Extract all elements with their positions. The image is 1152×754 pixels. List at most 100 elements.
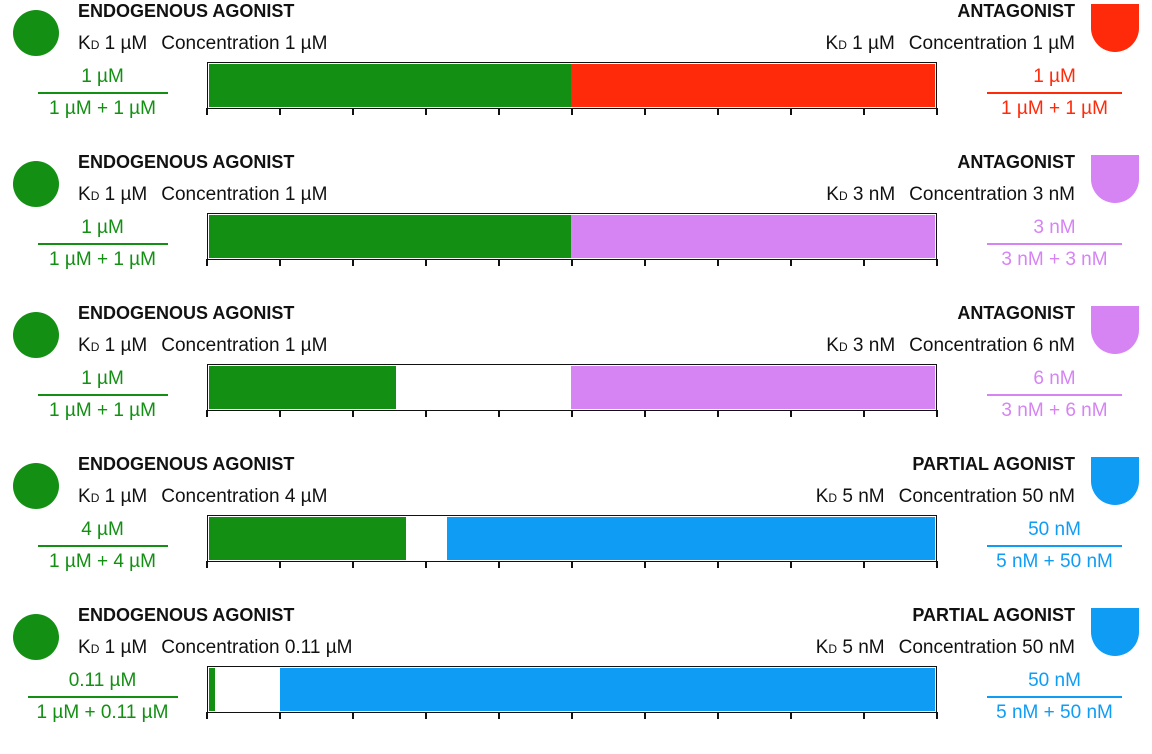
- receptor-panel-2: ENDOGENOUS AGONIST KD 1 µM Concentration …: [0, 151, 1152, 301]
- occupancy-bar: [207, 62, 937, 109]
- axis-tick: [352, 561, 354, 568]
- axis-tick: [571, 712, 573, 719]
- blue-shield-icon: [1091, 608, 1139, 656]
- axis-tick: [790, 410, 792, 417]
- axis-tick: [425, 561, 427, 568]
- right-ligand-params: KD 5 nM Concentration 50 nM: [815, 486, 1075, 507]
- left-occupancy-fill: [209, 517, 406, 560]
- occupancy-bar: [207, 364, 937, 411]
- axis-tick: [717, 712, 719, 719]
- occupancy-axis: [206, 259, 938, 267]
- left-ligand-params: KD 1 µM Concentration 4 µM: [78, 486, 328, 507]
- axis-tick: [279, 410, 281, 417]
- axis-tick: [352, 712, 354, 719]
- axis-tick: [571, 259, 573, 266]
- left-ligand-params: KD 1 µM Concentration 1 µM: [78, 33, 328, 54]
- right-ligand-title: ANTAGONIST: [957, 303, 1075, 323]
- occupancy-bar: [207, 213, 937, 260]
- right-ligand-params: KD 5 nM Concentration 50 nM: [815, 637, 1075, 658]
- right-occupancy-fill: [571, 366, 935, 409]
- receptor-panel-5: ENDOGENOUS AGONIST KD 1 µM Concentration …: [0, 604, 1152, 754]
- left-ligand-title: ENDOGENOUS AGONIST: [78, 605, 295, 625]
- axis-tick: [644, 259, 646, 266]
- axis-tick: [498, 561, 500, 568]
- green-circle-icon: [13, 10, 59, 56]
- occupancy-bar: [207, 666, 937, 713]
- axis-tick: [936, 712, 938, 719]
- axis-tick: [206, 561, 208, 568]
- axis-tick: [571, 108, 573, 115]
- green-circle-icon: [13, 614, 59, 660]
- axis-tick: [717, 410, 719, 417]
- axis-tick: [279, 259, 281, 266]
- axis-tick: [571, 410, 573, 417]
- green-circle-icon: [13, 463, 59, 509]
- right-ligand-params: KD 3 nM Concentration 3 nM: [826, 184, 1075, 205]
- axis-tick: [498, 108, 500, 115]
- right-occupancy-fraction: 50 nM 5 nM + 50 nM: [957, 669, 1152, 725]
- axis-tick: [352, 259, 354, 266]
- left-occupancy-fraction: 1 µM 1 µM + 1 µM: [0, 367, 205, 423]
- axis-tick: [498, 712, 500, 719]
- left-occupancy-fraction: 1 µM 1 µM + 1 µM: [0, 65, 205, 121]
- axis-tick: [206, 410, 208, 417]
- axis-tick: [936, 259, 938, 266]
- axis-tick: [863, 108, 865, 115]
- left-ligand-params: KD 1 µM Concentration 0.11 µM: [78, 637, 353, 658]
- axis-tick: [717, 108, 719, 115]
- axis-tick: [936, 561, 938, 568]
- blue-shield-icon: [1091, 457, 1139, 505]
- axis-tick: [790, 108, 792, 115]
- axis-tick: [206, 712, 208, 719]
- axis-tick: [863, 410, 865, 417]
- green-circle-icon: [13, 161, 59, 207]
- axis-tick: [936, 410, 938, 417]
- left-ligand-params: KD 1 µM Concentration 1 µM: [78, 335, 328, 356]
- right-occupancy-fill: [447, 517, 935, 560]
- right-occupancy-fill: [279, 668, 935, 711]
- axis-tick: [352, 108, 354, 115]
- axis-tick: [790, 712, 792, 719]
- left-ligand-title: ENDOGENOUS AGONIST: [78, 303, 295, 323]
- right-ligand-params: KD 3 nM Concentration 6 nM: [826, 335, 1075, 356]
- red-shield-icon: [1091, 4, 1139, 52]
- axis-tick: [206, 108, 208, 115]
- axis-tick: [644, 108, 646, 115]
- axis-tick: [717, 561, 719, 568]
- left-ligand-title: ENDOGENOUS AGONIST: [78, 454, 295, 474]
- axis-tick: [644, 410, 646, 417]
- axis-tick: [352, 410, 354, 417]
- left-occupancy-fraction: 4 µM 1 µM + 4 µM: [0, 518, 205, 574]
- axis-tick: [936, 108, 938, 115]
- right-occupancy-fraction: 3 nM 3 nM + 3 nM: [957, 216, 1152, 272]
- occupancy-axis: [206, 712, 938, 720]
- axis-tick: [717, 259, 719, 266]
- left-occupancy-fill: [209, 215, 573, 258]
- right-ligand-title: ANTAGONIST: [957, 152, 1075, 172]
- axis-tick: [425, 410, 427, 417]
- left-occupancy-fill: [209, 668, 215, 711]
- receptor-panel-4: ENDOGENOUS AGONIST KD 1 µM Concentration …: [0, 453, 1152, 603]
- right-ligand-title: PARTIAL AGONIST: [912, 605, 1075, 625]
- left-occupancy-fraction: 1 µM 1 µM + 1 µM: [0, 216, 205, 272]
- left-occupancy-fraction: 0.11 µM 1 µM + 0.11 µM: [0, 669, 205, 725]
- violet-shield-icon: [1091, 306, 1139, 354]
- right-ligand-title: PARTIAL AGONIST: [912, 454, 1075, 474]
- right-ligand-title: ANTAGONIST: [957, 1, 1075, 21]
- left-occupancy-fill: [209, 64, 573, 107]
- occupancy-axis: [206, 561, 938, 569]
- axis-tick: [279, 712, 281, 719]
- left-occupancy-fill: [209, 366, 397, 409]
- axis-tick: [425, 108, 427, 115]
- axis-tick: [644, 712, 646, 719]
- axis-tick: [498, 259, 500, 266]
- axis-tick: [498, 410, 500, 417]
- right-occupancy-fraction: 50 nM 5 nM + 50 nM: [957, 518, 1152, 574]
- axis-tick: [863, 712, 865, 719]
- axis-tick: [571, 561, 573, 568]
- axis-tick: [790, 259, 792, 266]
- left-ligand-params: KD 1 µM Concentration 1 µM: [78, 184, 328, 205]
- right-occupancy-fill: [571, 215, 935, 258]
- occupancy-axis: [206, 410, 938, 418]
- occupancy-bar: [207, 515, 937, 562]
